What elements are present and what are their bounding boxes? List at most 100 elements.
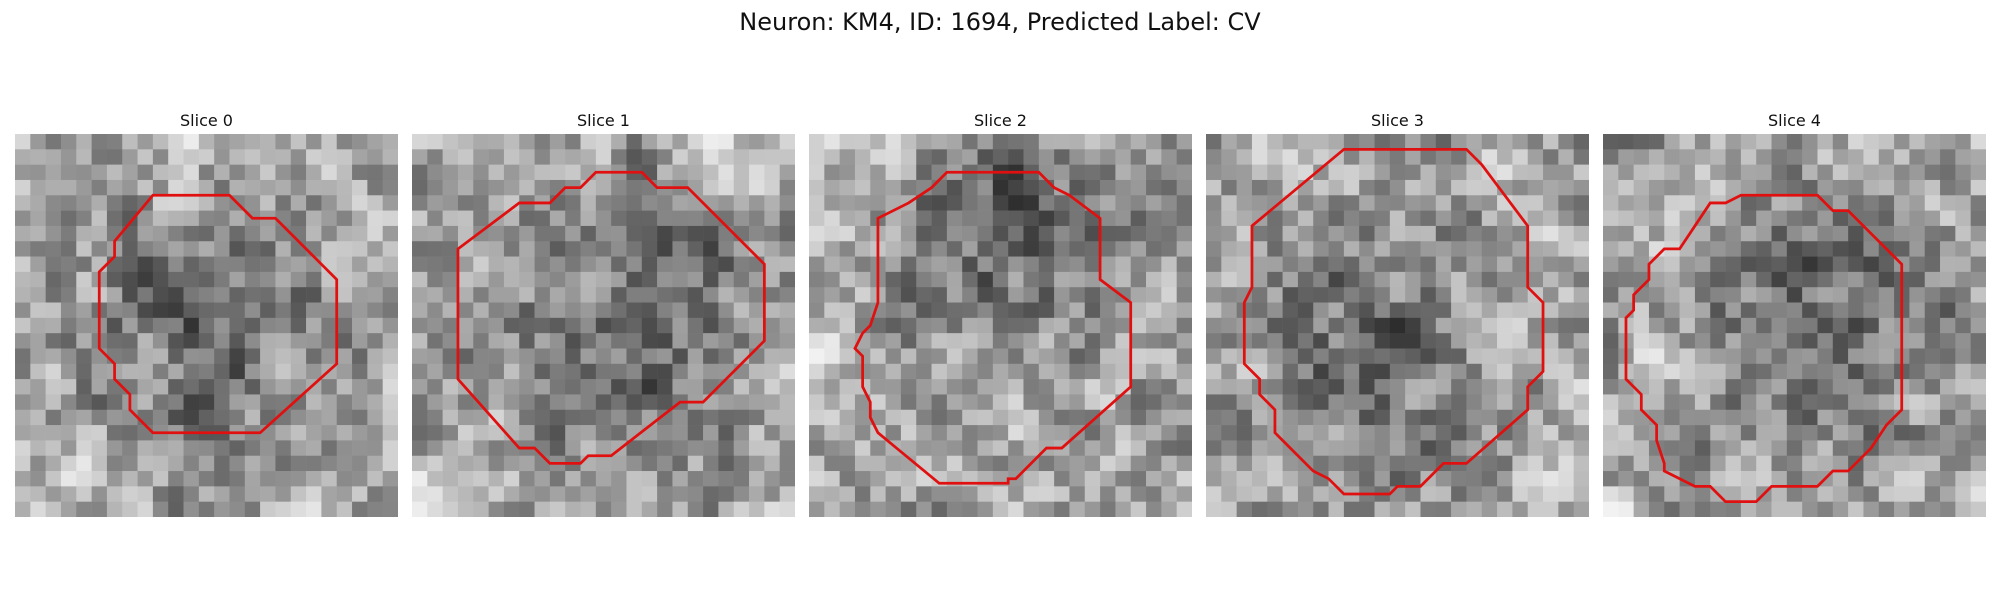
pixel <box>321 394 338 411</box>
pixel <box>1970 271 1986 288</box>
pixel <box>306 149 322 165</box>
pixel <box>595 425 612 441</box>
pixel <box>1771 225 1788 242</box>
pixel <box>503 256 520 273</box>
pixel <box>1435 287 1452 303</box>
pixel <box>106 317 123 334</box>
pixel <box>503 210 520 227</box>
pixel <box>1878 348 1895 365</box>
pixel <box>1786 225 1803 242</box>
pixel <box>1100 425 1116 441</box>
pixel <box>427 363 443 380</box>
pixel <box>76 363 92 380</box>
pixel <box>1084 179 1101 196</box>
pixel <box>1756 379 1772 395</box>
pixel <box>1008 302 1024 319</box>
pixel <box>321 379 338 395</box>
pixel <box>336 287 353 303</box>
pixel <box>1115 317 1132 334</box>
pixel <box>198 256 215 273</box>
pixel <box>1848 149 1864 165</box>
pixel <box>1023 409 1040 426</box>
pixel <box>290 379 307 395</box>
pixel <box>1786 409 1803 426</box>
pixel <box>137 287 154 303</box>
pixel <box>1328 164 1345 181</box>
pixel <box>1725 225 1742 242</box>
pixel <box>854 394 871 411</box>
pixel <box>779 425 795 441</box>
pixel <box>1878 210 1895 227</box>
pixel <box>1451 271 1467 288</box>
pixel <box>718 225 735 242</box>
pixel <box>1206 379 1222 395</box>
pixel <box>1481 241 1498 257</box>
pixel <box>106 425 123 441</box>
pixel <box>1648 287 1665 303</box>
pixel <box>1282 471 1299 487</box>
pixel <box>306 317 322 334</box>
pixel <box>275 134 292 150</box>
pixel <box>1909 363 1926 380</box>
pixel <box>1633 501 1650 517</box>
pixel <box>290 241 307 257</box>
pixel <box>275 256 292 273</box>
pixel <box>122 425 138 441</box>
pixel <box>1176 501 1192 517</box>
pixel <box>1786 440 1803 457</box>
pixel <box>580 379 597 395</box>
pixel <box>1405 287 1421 303</box>
pixel <box>1878 287 1895 303</box>
pixel <box>1618 425 1634 441</box>
pixel <box>260 501 276 517</box>
pixel <box>703 149 719 165</box>
pixel <box>992 225 1009 242</box>
pixel <box>641 302 658 319</box>
pixel <box>1267 134 1283 150</box>
pixel <box>336 486 353 502</box>
pixel <box>60 363 77 380</box>
pixel <box>1206 225 1222 242</box>
pixel <box>1374 179 1391 196</box>
pixel <box>1558 256 1574 273</box>
pixel <box>1420 179 1437 196</box>
pixel <box>1100 164 1116 181</box>
pixel <box>611 179 627 196</box>
pixel <box>854 440 871 457</box>
pixel <box>352 149 368 165</box>
pixel <box>106 501 123 517</box>
pixel <box>1802 179 1818 196</box>
pixel <box>1573 409 1589 426</box>
pixel <box>122 179 138 196</box>
pixel <box>76 379 92 395</box>
pixel <box>1451 409 1467 426</box>
pixel <box>962 333 978 349</box>
pixel <box>1221 134 1237 150</box>
pixel <box>244 302 261 319</box>
pixel <box>1221 302 1237 319</box>
pixel <box>611 333 627 349</box>
pixel <box>367 471 383 487</box>
pixel <box>1527 409 1544 426</box>
pixel <box>1146 409 1162 426</box>
pixel <box>611 225 627 242</box>
pixel <box>1603 425 1619 441</box>
pixel <box>885 486 902 502</box>
pixel <box>611 425 627 441</box>
pixel <box>946 486 963 502</box>
pixel <box>1648 256 1665 273</box>
pixel <box>260 179 276 196</box>
pixel <box>1161 195 1177 211</box>
pixel <box>1420 440 1437 457</box>
pixel <box>1313 317 1329 334</box>
pixel <box>1970 440 1986 457</box>
pixel <box>1481 425 1498 441</box>
pixel <box>977 271 994 288</box>
pixel <box>442 210 459 227</box>
pixel <box>1221 210 1237 227</box>
pixel <box>916 225 932 242</box>
pixel <box>1313 394 1329 411</box>
pixel <box>1038 241 1055 257</box>
pixel <box>1313 149 1329 165</box>
pixel <box>1282 195 1299 211</box>
